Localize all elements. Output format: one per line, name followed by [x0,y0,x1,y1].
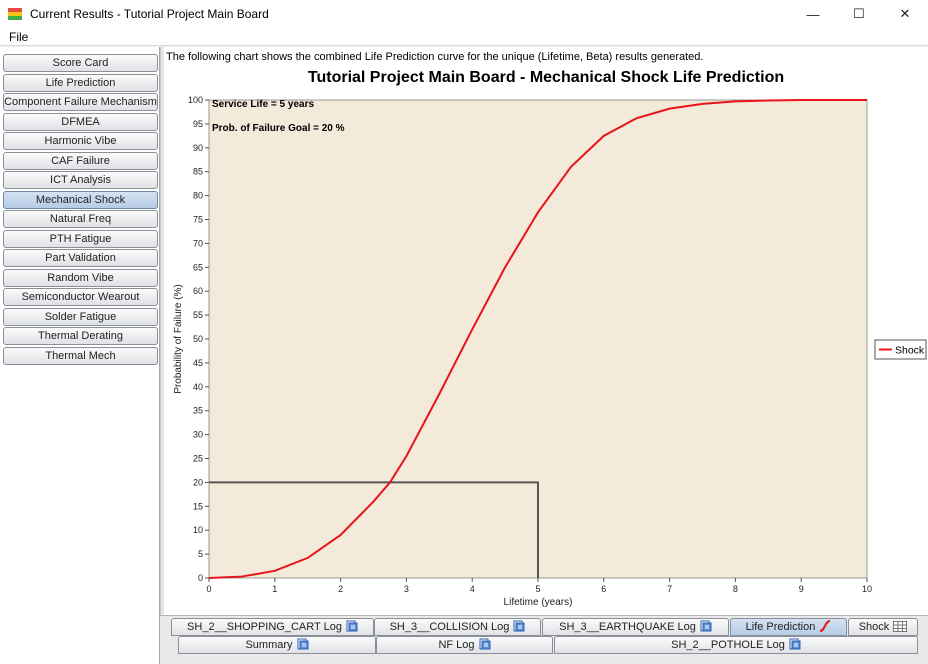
sidebar-item-solder-fatigue[interactable]: Solder Fatigue [3,307,158,326]
sidebar: Score Card Life Prediction Component Failu… [0,47,160,664]
document-icon [297,638,309,655]
annotation-1: Prob. of Failure Goal = 20 % [212,123,345,134]
x-tick-label-5: 5 [535,584,540,594]
minimize-button[interactable]: — [806,6,820,22]
y-tick-label-30: 30 [193,430,203,440]
intro-text: The following chart shows the combined L… [166,51,704,63]
life-prediction-chart: 0510152025303540455055606570758085909510… [173,95,927,608]
y-tick-label-45: 45 [193,358,203,368]
sidebar-item-thermal-mech[interactable]: Thermal Mech [3,346,158,365]
x-tick-label-7: 7 [667,584,672,594]
y-tick-label-100: 100 [188,95,203,105]
y-tick-label-10: 10 [193,525,203,535]
tab-label: Life Prediction [745,621,816,633]
tab-sh-2-pothole-log[interactable]: SH_2__POTHOLE Log [554,636,918,654]
x-tick-label-9: 9 [799,584,804,594]
tab-label: NF Log [438,639,475,651]
tab-label: SH_3__COLLISION Log [389,621,510,633]
legend-box [874,339,927,360]
y-tick-label-65: 65 [193,262,203,272]
window-title: Current Results - Tutorial Project Main … [30,7,269,21]
tab-label: SH_2__SHOPPING_CART Log [187,621,342,633]
sidebar-item-harmonic-vibe[interactable]: Harmonic Vibe [3,132,158,150]
document-icon [479,638,491,655]
x-tick-label-8: 8 [733,584,738,594]
tab-sh-2-shopping-cart-log[interactable]: SH_2__SHOPPING_CART Log [171,618,374,636]
maximize-button[interactable]: ☐ [853,6,865,21]
x-tick-label-10: 10 [862,584,872,594]
y-tick-label-25: 25 [193,454,203,464]
tab-label: SH_2__POTHOLE Log [671,639,785,651]
tab-life-prediction[interactable]: Life Prediction [730,618,847,636]
app-icon [8,8,22,20]
y-tick-label-60: 60 [193,286,203,296]
chart-title: Tutorial Project Main Board - Mechanical… [307,69,785,86]
y-tick-label-95: 95 [193,119,203,129]
y-tick-label-55: 55 [193,310,203,320]
sidebar-item-thermal-derating[interactable]: Thermal Derating [3,327,158,345]
annotation-0: Service Life = 5 years [212,99,314,110]
sidebar-item-ict-analysis[interactable]: ICT Analysis [3,171,158,189]
y-tick-label-20: 20 [193,477,203,487]
tab-sh-3-earthquake-log[interactable]: SH_3__EARTHQUAKE Log [542,618,729,636]
x-tick-label-6: 6 [601,584,606,594]
sidebar-item-mechanical-shock[interactable]: Mechanical Shock [3,190,158,209]
close-button[interactable]: ✕ [899,6,911,21]
result-tabs: SH_2__SHOPPING_CART Log SH_3__COLLISION L… [160,615,928,664]
sidebar-item-score-card[interactable]: Score Card [3,54,158,72]
sidebar-item-dfmea[interactable]: DFMEA [3,112,158,131]
chart-panel: The following chart shows the combined L… [164,47,928,615]
y-tick-label-90: 90 [193,143,203,153]
x-tick-label-4: 4 [470,584,475,594]
sidebar-item-random-vibe[interactable]: Random Vibe [3,268,158,287]
document-icon [346,620,358,637]
x-axis-label: Lifetime (years) [504,597,573,608]
document-icon [789,638,801,655]
tab-label: Shock [858,621,890,633]
y-tick-label-50: 50 [193,334,203,344]
sidebar-item-component-failure-mechanism[interactable]: Component Failure Mechanism [3,93,158,111]
y-tick-label-0: 0 [198,573,203,583]
y-tick-label-75: 75 [193,215,203,225]
legend-entry-shock: Shock [895,345,925,357]
y-tick-label-5: 5 [198,549,203,559]
menu-file[interactable]: File [9,30,29,44]
sidebar-item-part-validation[interactable]: Part Validation [3,249,158,267]
tab-label: SH_3__EARTHQUAKE Log [559,621,696,633]
y-tick-label-35: 35 [193,406,203,416]
sidebar-item-life-prediction[interactable]: Life Prediction [3,73,158,92]
y-tick-label-70: 70 [193,238,203,248]
service-life-goal-lines [209,481,539,578]
x-tick-label-2: 2 [338,584,343,594]
menu-bar: File [0,28,928,46]
tab-sh-3-collision-log[interactable]: SH_3__COLLISION Log [374,618,541,636]
sidebar-item-semiconductor-wearout[interactable]: Semiconductor Wearout [3,288,158,306]
y-tick-label-80: 80 [193,191,203,201]
y-tick-label-85: 85 [193,167,203,177]
document-icon [700,620,712,637]
tab-summary[interactable]: Summary [178,636,376,654]
grid-icon [893,621,908,637]
y-tick-label-15: 15 [193,501,203,511]
curve-icon [819,620,831,637]
document-icon [513,620,525,637]
sidebar-item-caf-failure[interactable]: CAF Failure [3,151,158,170]
tab-nf-log[interactable]: NF Log [376,636,553,654]
y-tick-label-40: 40 [193,382,203,392]
sidebar-item-pth-fatigue[interactable]: PTH Fatigue [3,229,158,248]
sidebar-item-natural-freq[interactable]: Natural Freq [3,210,158,228]
x-tick-label-0: 0 [206,584,211,594]
series-line-shock [208,99,867,579]
tab-label: Summary [245,639,293,651]
y-axis-label: Probability of Failure (%) [173,284,184,393]
x-tick-label-1: 1 [272,584,277,594]
split-pane-divider[interactable] [160,47,164,664]
x-tick-label-3: 3 [404,584,409,594]
tab-shock[interactable]: Shock [848,618,918,636]
title-bar: Current Results - Tutorial Project Main … [0,0,928,28]
